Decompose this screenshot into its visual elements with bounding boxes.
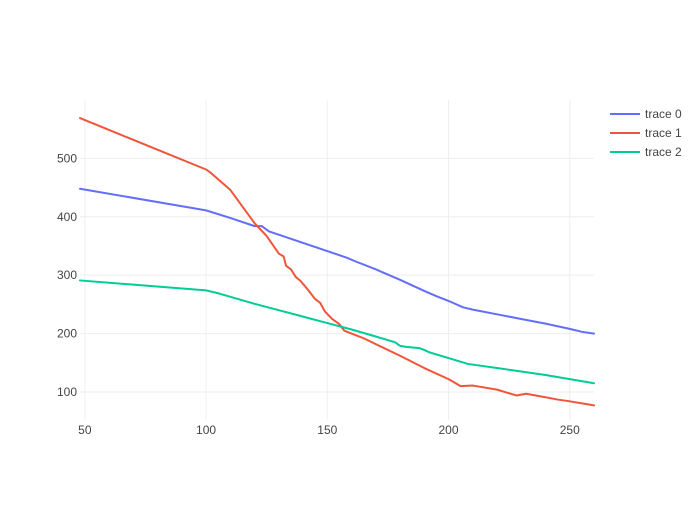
y-tick-label: 400: [57, 210, 77, 224]
legend-item[interactable]: trace 2: [610, 145, 682, 159]
x-axis-ticks: 50 100 150 200 250: [78, 423, 580, 437]
y-tick-label: 300: [57, 268, 77, 282]
x-tick-label: 100: [196, 423, 216, 437]
series-line-2[interactable]: [79, 279, 595, 385]
x-tick-label: 150: [317, 423, 337, 437]
series-line-0[interactable]: [79, 187, 595, 335]
y-tick-label: 500: [57, 151, 77, 165]
legend-label: trace 2: [645, 145, 682, 159]
series-line-1[interactable]: [79, 117, 595, 407]
x-tick-label: 200: [439, 423, 459, 437]
y-tick-label: 100: [57, 385, 77, 399]
legend-item[interactable]: trace 0: [610, 107, 682, 121]
y-tick-label: 200: [57, 327, 77, 341]
x-tick-label: 50: [78, 423, 92, 437]
legend-label: trace 1: [645, 126, 682, 140]
legend-label: trace 0: [645, 107, 682, 121]
legend[interactable]: trace 0 trace 1 trace 2: [610, 107, 682, 159]
x-tick-label: 250: [560, 423, 580, 437]
y-axis-ticks: 100 200 300 400 500: [57, 151, 77, 399]
grid: [80, 100, 594, 420]
legend-item[interactable]: trace 1: [610, 126, 682, 140]
series-lines: [79, 117, 595, 407]
